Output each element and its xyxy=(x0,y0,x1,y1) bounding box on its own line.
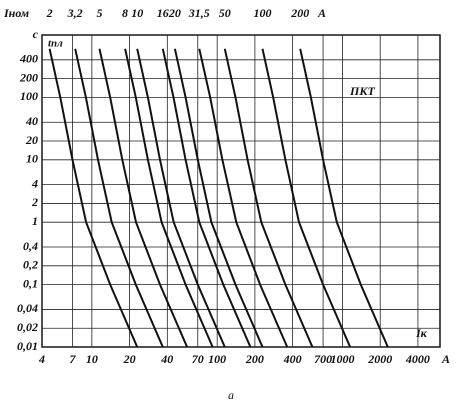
caption: a xyxy=(228,388,234,402)
x-tick-label: 7 xyxy=(69,352,76,366)
y-tick-label: 100 xyxy=(20,89,38,103)
y-tick-label: 20 xyxy=(25,133,38,147)
curve-name: 2 xyxy=(46,6,53,20)
curve-name: 100 xyxy=(254,6,272,20)
fuse-curve xyxy=(261,48,352,348)
curve-name: 200 xyxy=(290,6,309,20)
annotation: ПКТ xyxy=(349,84,375,98)
fuse-curve xyxy=(48,48,139,348)
y-tick-label: 40 xyxy=(25,114,38,128)
fuse-curve xyxy=(223,48,314,348)
curve-name: 20 xyxy=(168,6,181,20)
x-tick-label: 700 xyxy=(314,352,332,366)
fuse-curve xyxy=(299,48,389,348)
curve-name: 31,5 xyxy=(188,6,210,20)
fuse-curve xyxy=(173,48,264,348)
curve-name: 10 xyxy=(131,6,143,20)
fuse-curve xyxy=(161,48,252,348)
x-tick-label: 200 xyxy=(245,352,264,366)
x-tick-label: 1000 xyxy=(330,352,354,366)
x-tick-label: 4 xyxy=(38,352,45,366)
x-tick-label: 100 xyxy=(208,352,226,366)
fuse-curve xyxy=(124,48,214,348)
x-tick-label: 40 xyxy=(160,352,173,366)
x-tick-label: 20 xyxy=(123,352,136,366)
x-tick-label: 10 xyxy=(86,352,98,366)
y-tick-label: 0,04 xyxy=(17,301,38,315)
y-tick-label: c xyxy=(33,27,39,41)
fuse-curve xyxy=(198,48,289,348)
x-tick-label: 400 xyxy=(283,352,302,366)
y-tick-label: 200 xyxy=(19,70,38,84)
fuse-curve xyxy=(74,48,164,348)
y-tick-label: 10 xyxy=(26,152,38,166)
x-tick-label: 2000 xyxy=(367,352,392,366)
x-tick-label: 70 xyxy=(192,352,204,366)
y-tick-label: 4 xyxy=(31,176,38,190)
y-tick-label: 400 xyxy=(19,52,38,66)
curve-name: 3,2 xyxy=(67,6,83,20)
fuse-curve xyxy=(136,48,226,348)
y-tick-label: 0,1 xyxy=(23,276,38,290)
curve-name: 16 xyxy=(157,6,169,20)
curve-name: 8 xyxy=(122,6,128,20)
curve-label: tпл xyxy=(48,38,63,50)
x-unit-top: A xyxy=(317,6,326,20)
fuse-curve xyxy=(98,48,189,348)
y-tick-label: 0,02 xyxy=(17,320,38,334)
curve-name: 50 xyxy=(219,6,231,20)
y-tick-label: 0,01 xyxy=(17,339,38,353)
y-axis-label: Iном xyxy=(3,6,29,20)
x-tick-label: 4000 xyxy=(405,352,430,366)
y-tick-label: 2 xyxy=(31,195,38,209)
y-tick-label: 0,4 xyxy=(23,239,38,253)
curve-name: 5 xyxy=(96,6,102,20)
x-unit: A xyxy=(441,352,450,366)
y-tick-label: 0,2 xyxy=(23,258,38,272)
y-tick-label: 1 xyxy=(32,214,38,228)
